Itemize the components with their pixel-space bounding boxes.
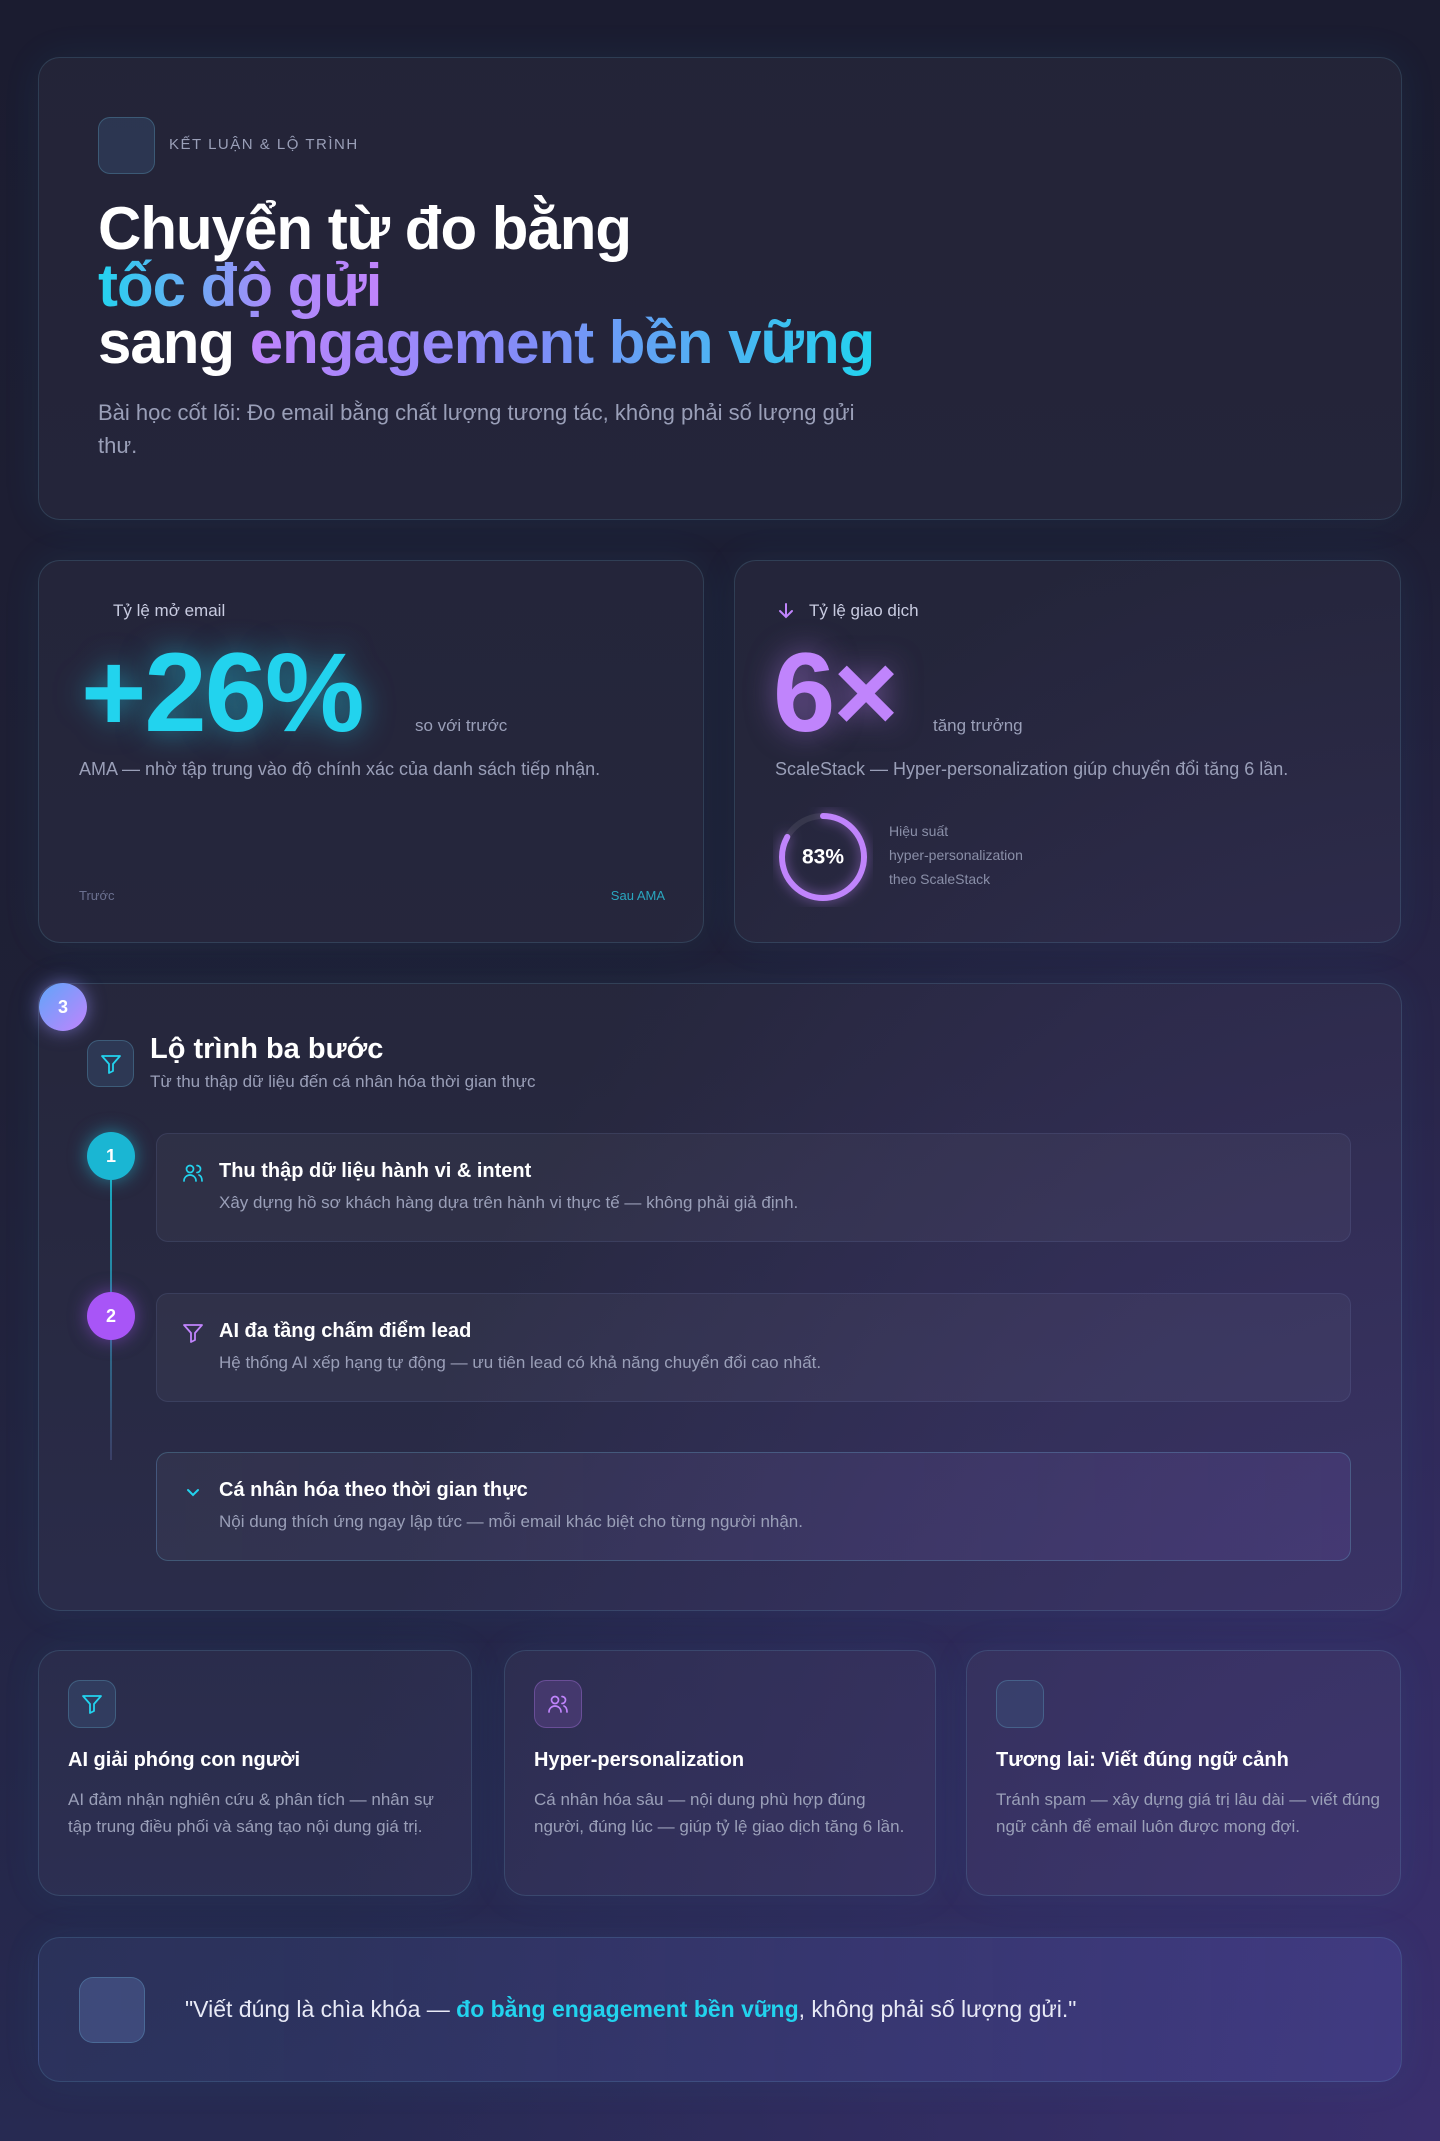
hero-card: KẾT LUẬN & LỘ TRÌNH Chuyển từ đo bằng tố… — [38, 57, 1402, 520]
quote-text: "Viết đúng là chìa khóa — đo bằng engage… — [185, 1996, 1076, 2023]
users-icon — [183, 1164, 203, 1182]
stat-card: Tỷ lệ mở email +26% so với trước AMA — n… — [38, 560, 704, 943]
title-highlight: engagement bền vững — [249, 309, 876, 376]
quote-part: "Viết đúng là chìa khóa — — [185, 1996, 457, 2022]
stat-note: so với trước — [415, 716, 508, 735]
ring-label: 83% — [802, 846, 844, 869]
stat-description: ScaleStack — Hyper-personalization giúp … — [775, 759, 1289, 779]
roadmap-card — [38, 983, 1402, 1611]
stat-figure: 6× — [773, 630, 899, 755]
quote-card: "Viết đúng là chìa khóa — đo bằng engage… — [38, 1937, 1402, 2082]
funnel-icon — [100, 1054, 121, 1074]
stat-label: Tỷ lệ giao dịch — [809, 601, 919, 620]
insight-card: Hyper-personalization Cá nhân hóa sâu — … — [504, 1650, 936, 1896]
quote-highlight: đo bằng engagement bền vững — [456, 1996, 799, 2022]
step-card: AI đa tầng chấm điểm lead Hệ thống AI xế… — [156, 1293, 1351, 1402]
card-icon — [534, 1680, 582, 1728]
roadmap-subtitle: Từ thu thập dữ liệu đến cá nhân hóa thời… — [150, 1072, 536, 1091]
roadmap-title: Lộ trình ba bước — [150, 1033, 384, 1065]
hero-subtitle: Bài học cốt lõi: Đo email bằng chất lượn… — [98, 400, 855, 458]
card-title: AI giải phóng con người — [68, 1749, 301, 1771]
card-description: Tránh spam — xây dựng giá trị lâu dài — … — [996, 1790, 1380, 1836]
card-icon — [996, 1680, 1044, 1728]
bar-label: Sau AMA — [610, 888, 665, 903]
title-line: Chuyển từ đo bằng — [98, 195, 632, 262]
step-description: Xây dựng hồ sơ khách hàng dựa trên hành … — [219, 1193, 799, 1212]
stat-label: Tỷ lệ mở email — [113, 601, 226, 620]
ring-caption: Hiệu suất hyper-personalization theo Sca… — [889, 819, 1023, 891]
insight-card: AI giải phóng con người AI đảm nhận nghi… — [38, 1650, 472, 1896]
quote-part: , không phải số lượng gửi." — [798, 1996, 1077, 2022]
arrow-icon — [779, 603, 793, 619]
card-title: Hyper-personalization — [534, 1749, 745, 1771]
step-number: 1 — [87, 1132, 135, 1180]
card-icon — [68, 1680, 116, 1728]
caption-line: Hiệu suất — [889, 823, 949, 839]
caption-line: theo ScaleStack — [889, 871, 991, 887]
hero-label: KẾT LUẬN & LỘ TRÌNH — [169, 136, 359, 153]
stat-description: AMA — nhờ tập trung vào độ chính xác của… — [79, 759, 601, 779]
card-description: Cá nhân hóa sâu — nội dung phù hợp đúng … — [534, 1790, 905, 1836]
step-description: Hệ thống AI xếp hạng tự động — ưu tiên l… — [219, 1353, 822, 1372]
quote-icon — [79, 1977, 145, 2043]
caption-line: hyper-personalization — [889, 847, 1023, 863]
step-title: Cá nhân hóa theo thời gian thực — [219, 1479, 528, 1501]
hero-title: Chuyển từ đo bằng tốc độ gửi sang engage… — [98, 195, 875, 373]
chevron-icon — [187, 1489, 199, 1497]
step-number: 2 — [87, 1292, 135, 1340]
step-card: Thu thập dữ liệu hành vi & intent Xây dự… — [156, 1133, 1351, 1242]
title-highlight: tốc độ gửi — [98, 252, 382, 319]
progress-ring: 83% — [779, 813, 867, 901]
card-title: Tương lai: Viết đúng ngữ cảnh — [996, 1749, 1289, 1771]
step-description: Nội dung thích ứng ngay lập tức — mỗi em… — [219, 1512, 803, 1531]
stat-note: tăng trưởng — [933, 716, 1023, 735]
insight-card: Tương lai: Viết đúng ngữ cảnh Tránh spam… — [966, 1650, 1401, 1896]
hero-icon — [98, 117, 155, 174]
stat-figure: +26% — [81, 630, 365, 755]
section-badge: 3 — [39, 983, 87, 1031]
step-title: Thu thập dữ liệu hành vi & intent — [219, 1160, 532, 1182]
step-card-active[interactable]: Cá nhân hóa theo thời gian thực Nội dung… — [156, 1452, 1351, 1561]
title-line: sang — [98, 309, 235, 376]
card-description: AI đảm nhận nghiên cứu & phân tích — nhâ… — [68, 1790, 434, 1836]
funnel-icon — [183, 1324, 203, 1343]
ring-arc — [779, 813, 867, 901]
bar-label: Trước — [79, 888, 115, 903]
roadmap-icon — [87, 1040, 134, 1087]
users-icon — [548, 1695, 568, 1713]
stat-card: Tỷ lệ giao dịch 6× tăng trưởng ScaleStac… — [734, 560, 1401, 943]
funnel-icon — [82, 1695, 102, 1714]
step-title: AI đa tầng chấm điểm lead — [219, 1320, 472, 1342]
